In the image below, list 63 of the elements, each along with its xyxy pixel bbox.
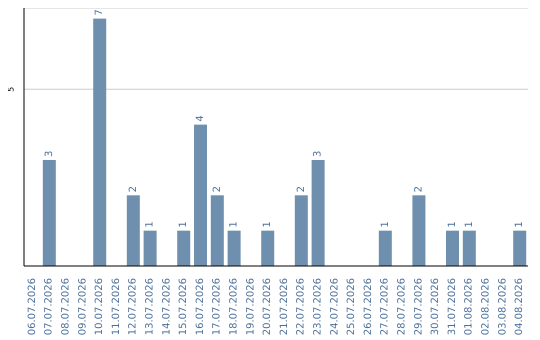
x-tick-label: 13.07.2026 bbox=[144, 278, 156, 336]
data-label: 1 bbox=[464, 221, 475, 228]
bar bbox=[312, 160, 325, 266]
data-label: 1 bbox=[144, 221, 156, 228]
data-label: 2 bbox=[413, 186, 424, 192]
data-label: 1 bbox=[447, 221, 458, 228]
x-tick-label: 25.07.2026 bbox=[346, 278, 358, 336]
bar bbox=[446, 230, 460, 266]
bar bbox=[228, 230, 241, 266]
data-label: 2 bbox=[128, 186, 139, 192]
bar bbox=[144, 230, 157, 266]
data-label: 3 bbox=[312, 150, 324, 157]
bar bbox=[378, 230, 392, 266]
x-tick-label: 24.07.2026 bbox=[329, 278, 340, 336]
x-tick-label: 08.07.2026 bbox=[60, 278, 72, 336]
x-tick-label: 10.07.2026 bbox=[94, 278, 106, 336]
x-tick-label: 31.07.2026 bbox=[446, 278, 458, 336]
x-tick-label: 26.07.2026 bbox=[362, 278, 374, 336]
y-tick-label: 5 bbox=[6, 86, 16, 92]
x-tick-label: 22.07.2026 bbox=[296, 278, 307, 336]
bar bbox=[412, 195, 426, 266]
x-tick-label: 02.08.2026 bbox=[480, 278, 492, 336]
data-label: 2 bbox=[212, 186, 223, 192]
x-tick-label: 17.07.2026 bbox=[212, 278, 223, 336]
x-tick-label: 11.07.2026 bbox=[110, 278, 122, 336]
x-tick-label: 06.07.2026 bbox=[26, 278, 38, 336]
x-tick-label: 19.07.2026 bbox=[245, 278, 256, 336]
x-tick-label: 16.07.2026 bbox=[194, 278, 206, 336]
x-tick-label: 30.07.2026 bbox=[430, 278, 442, 336]
bar bbox=[210, 195, 224, 266]
bar bbox=[261, 230, 274, 266]
x-tick-label: 03.08.2026 bbox=[497, 278, 508, 336]
data-label: 1 bbox=[178, 221, 190, 228]
x-tick-label: 07.07.2026 bbox=[44, 278, 55, 336]
bar bbox=[126, 195, 140, 266]
bar bbox=[93, 18, 106, 266]
bar bbox=[513, 230, 526, 266]
x-tick-label: 29.07.2026 bbox=[413, 278, 424, 336]
x-tick-label: 12.07.2026 bbox=[128, 278, 139, 336]
bar bbox=[294, 195, 308, 266]
x-tick-label: 20.07.2026 bbox=[262, 278, 274, 336]
x-tick-label: 28.07.2026 bbox=[396, 278, 408, 336]
bar bbox=[42, 160, 56, 266]
data-label: 3 bbox=[44, 150, 55, 157]
x-tick-label: 04.08.2026 bbox=[514, 278, 526, 336]
x-tick-label: 09.07.2026 bbox=[77, 278, 88, 336]
x-tick-label: 15.07.2026 bbox=[178, 278, 190, 336]
x-tick-label: 01.08.2026 bbox=[464, 278, 475, 336]
x-tick-label: 27.07.2026 bbox=[380, 278, 391, 336]
data-label: 1 bbox=[380, 221, 391, 228]
data-label: 1 bbox=[514, 221, 526, 228]
data-label: 7 bbox=[94, 9, 106, 16]
data-label: 1 bbox=[262, 221, 274, 228]
data-label: 2 bbox=[296, 186, 307, 192]
data-label: 1 bbox=[228, 221, 240, 228]
bar bbox=[462, 230, 476, 266]
x-tick-label: 14.07.2026 bbox=[161, 278, 172, 336]
bar bbox=[194, 124, 208, 266]
bar bbox=[177, 230, 190, 266]
data-label: 4 bbox=[195, 115, 206, 122]
x-tick-label: 21.07.2026 bbox=[278, 278, 290, 336]
x-tick-label: 23.07.2026 bbox=[312, 278, 324, 336]
x-tick-label: 18.07.2026 bbox=[228, 278, 240, 336]
